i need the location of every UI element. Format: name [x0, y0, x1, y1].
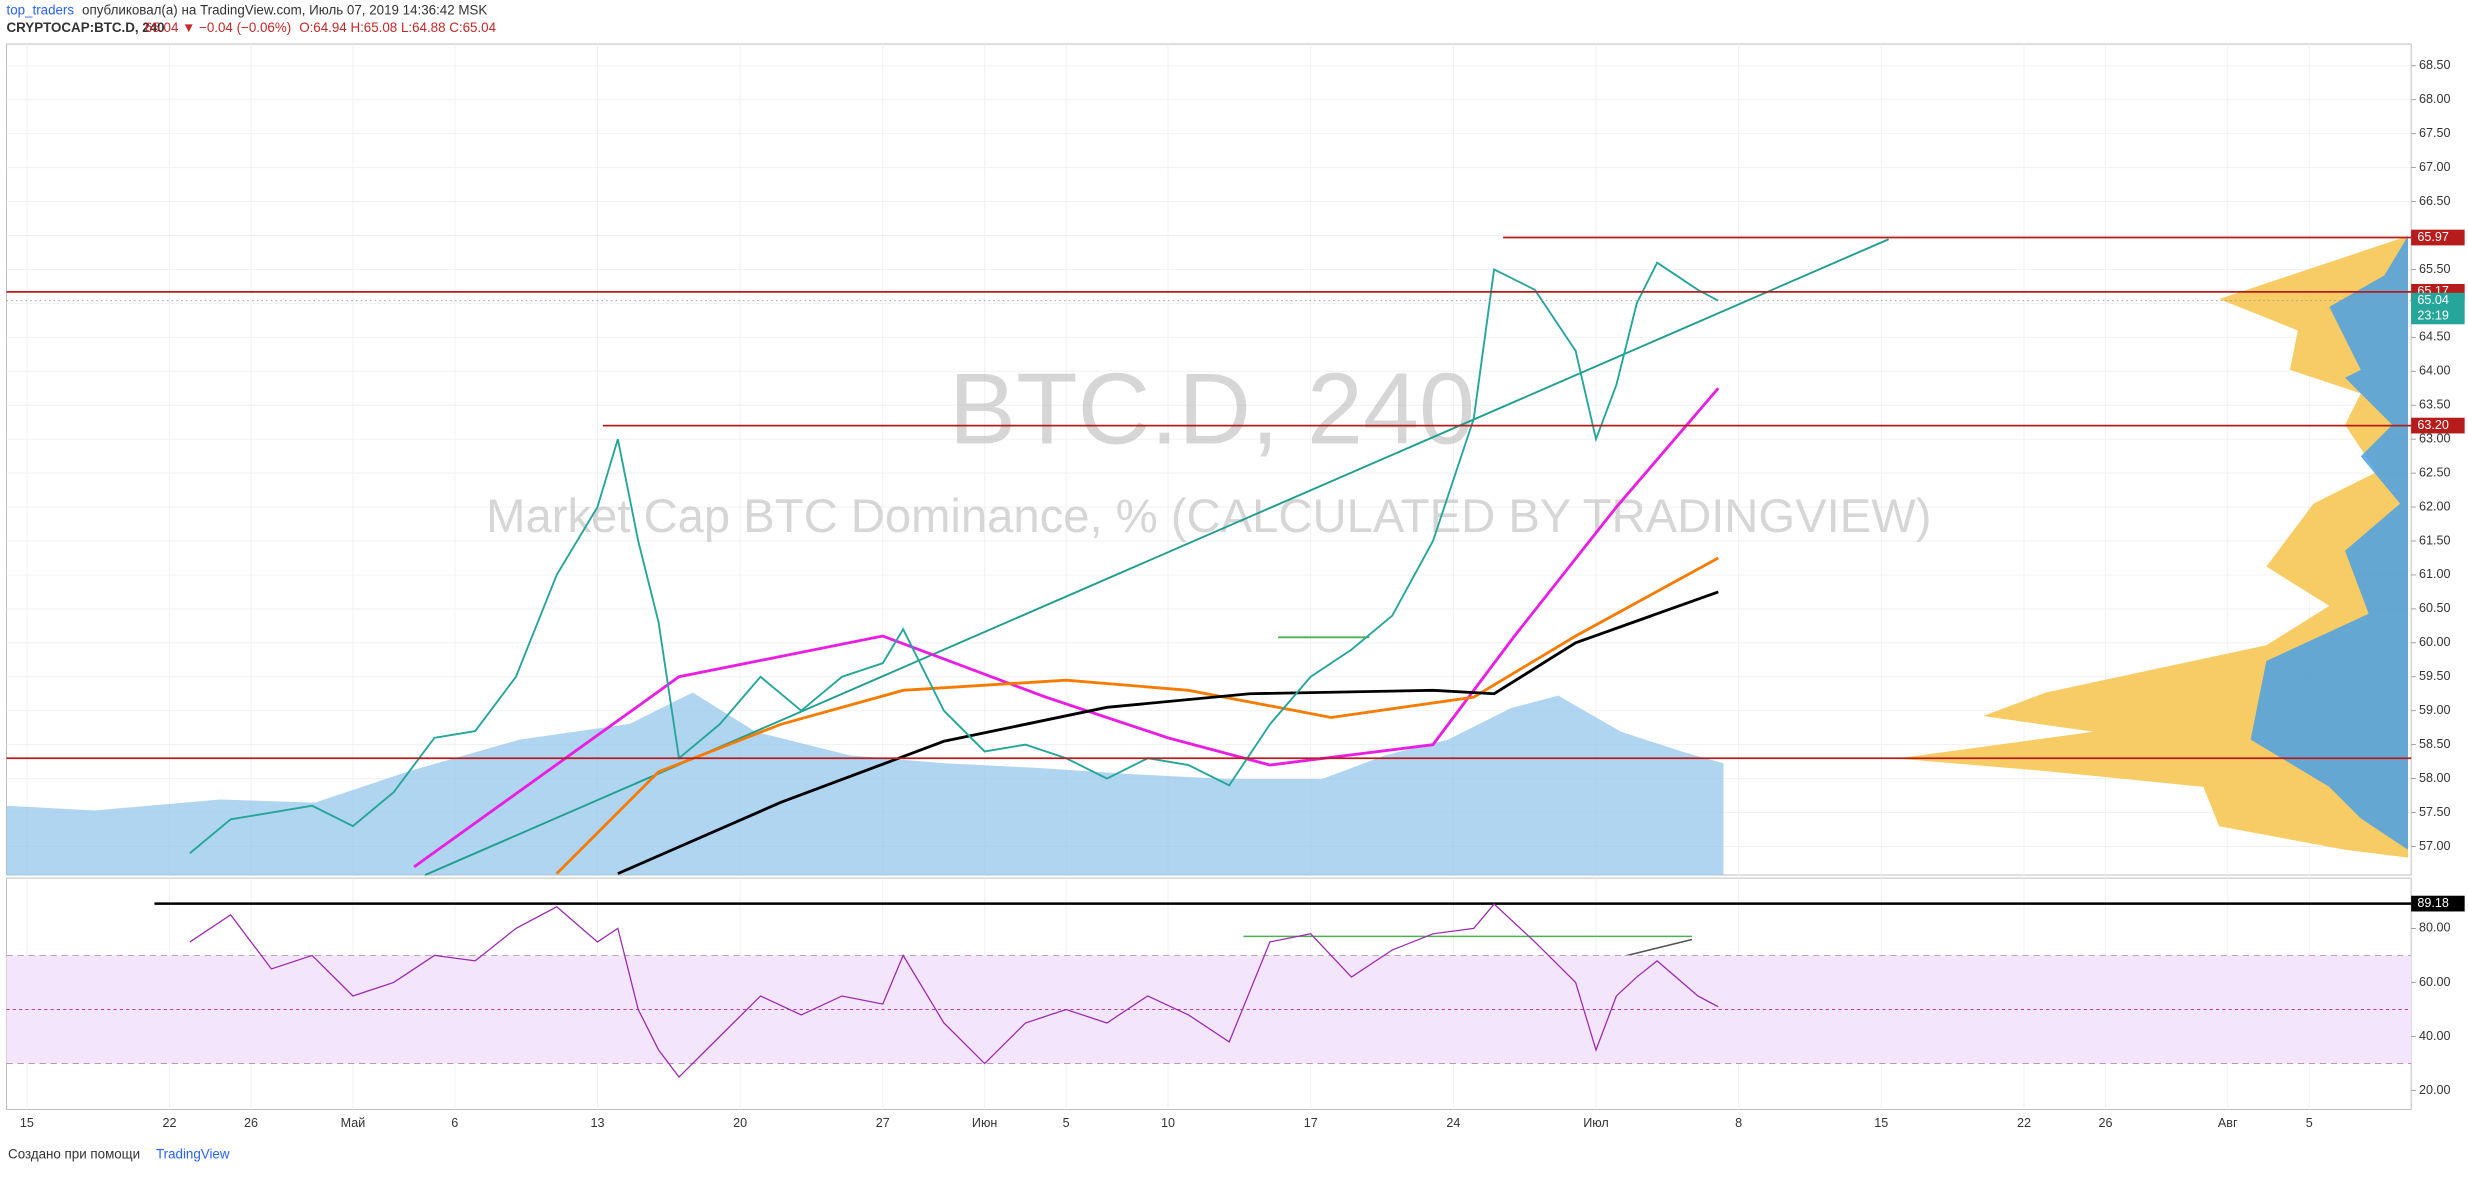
y-tick-label: 60.00 — [2419, 635, 2450, 649]
y-tick-label: 58.00 — [2419, 771, 2450, 785]
y-tick-label: 57.50 — [2419, 805, 2450, 819]
y-tick-label: 64.50 — [2419, 330, 2450, 344]
x-tick-label: 10 — [1161, 1116, 1175, 1130]
x-tick-label: 27 — [876, 1116, 890, 1130]
rsi-tick-label: 60.00 — [2419, 975, 2450, 989]
x-tick-label: Июн — [972, 1116, 997, 1130]
moving-average — [555, 556, 1719, 875]
y-tick-label: 68.00 — [2419, 92, 2450, 106]
level-box — [2411, 229, 2465, 246]
x-tick-label: 22 — [2017, 1116, 2031, 1130]
y-tick-label: 58.50 — [2419, 737, 2450, 751]
x-tick-label: 13 — [590, 1116, 604, 1130]
y-tick-label: 59.50 — [2419, 669, 2450, 683]
y-tick-label: 63.00 — [2419, 431, 2450, 445]
rsi-level-box — [2411, 895, 2465, 912]
ohlc: O:64.94 H:65.08 L:64.88 C:65.04 — [299, 20, 496, 35]
last-price-label: 65.04 — [2417, 293, 2448, 307]
x-tick-label: 26 — [2098, 1116, 2112, 1130]
y-tick-label: 66.50 — [2419, 194, 2450, 208]
level-box — [2411, 417, 2465, 434]
rsi-line — [189, 903, 1719, 1079]
footer-brand[interactable]: TradingView — [156, 1147, 230, 1162]
level-label: 65.97 — [2417, 230, 2448, 244]
moving-average — [617, 590, 1719, 875]
x-tick-label: 5 — [1063, 1116, 1070, 1130]
y-tick-label: 61.50 — [2419, 533, 2450, 547]
y-tick-label: 67.00 — [2419, 160, 2450, 174]
rsi-tick-label: 40.00 — [2419, 1029, 2450, 1043]
x-tick-label: Май — [341, 1116, 366, 1130]
footer-text: Создано при помощи — [8, 1147, 140, 1162]
x-tick-label: 20 — [733, 1116, 747, 1130]
y-tick-label: 61.00 — [2419, 567, 2450, 581]
x-tick-label: Авг — [2218, 1116, 2238, 1130]
main-pane — [6, 43, 2412, 876]
price-line — [189, 261, 1719, 854]
x-tick-label: Июл — [1583, 1116, 1609, 1130]
y-tick-label: 64.00 — [2419, 364, 2450, 378]
x-tick-label: 26 — [244, 1116, 258, 1130]
volume-area — [6, 692, 1724, 875]
y-tick-label: 63.50 — [2419, 398, 2450, 412]
y-tick-label: 65.50 — [2419, 262, 2450, 276]
x-tick-label: 8 — [1735, 1116, 1742, 1130]
level-label: 63.20 — [2417, 418, 2448, 432]
author[interactable]: top_traders — [6, 3, 74, 18]
symbol: CRYPTOCAP:BTC.D, 240 — [6, 20, 164, 35]
y-tick-label: 67.50 — [2419, 126, 2450, 140]
rsi-tick-label: 20.00 — [2419, 1083, 2450, 1097]
y-tick-label: 68.50 — [2419, 58, 2450, 72]
x-tick-label: 15 — [1874, 1116, 1888, 1130]
change: 65.04 ▼ −0.04 (−0.06%) — [145, 20, 291, 35]
y-tick-label: 57.00 — [2419, 839, 2450, 853]
last-price-box — [2411, 292, 2465, 325]
rsi-level-label: 89.18 — [2417, 896, 2448, 910]
x-tick-label: 15 — [20, 1116, 34, 1130]
x-tick-label: 17 — [1304, 1116, 1318, 1130]
y-tick-label: 59.00 — [2419, 703, 2450, 717]
x-tick-label: 24 — [1446, 1116, 1460, 1130]
x-tick-label: 5 — [2306, 1116, 2313, 1130]
published: опубликовал(а) на TradingView.com, Июль … — [82, 3, 487, 18]
rsi-tick-label: 80.00 — [2419, 921, 2450, 935]
volume-profile-down — [2250, 236, 2408, 850]
y-tick-label: 60.50 — [2419, 601, 2450, 615]
y-tick-label: 62.50 — [2419, 465, 2450, 479]
countdown: 23:19 — [2417, 309, 2448, 323]
x-tick-label: 6 — [451, 1116, 458, 1130]
x-tick-label: 22 — [163, 1116, 177, 1130]
moving-average — [413, 387, 1720, 868]
y-tick-label: 62.00 — [2419, 499, 2450, 513]
watermark-title: BTC.D, 240 — [949, 354, 1475, 466]
